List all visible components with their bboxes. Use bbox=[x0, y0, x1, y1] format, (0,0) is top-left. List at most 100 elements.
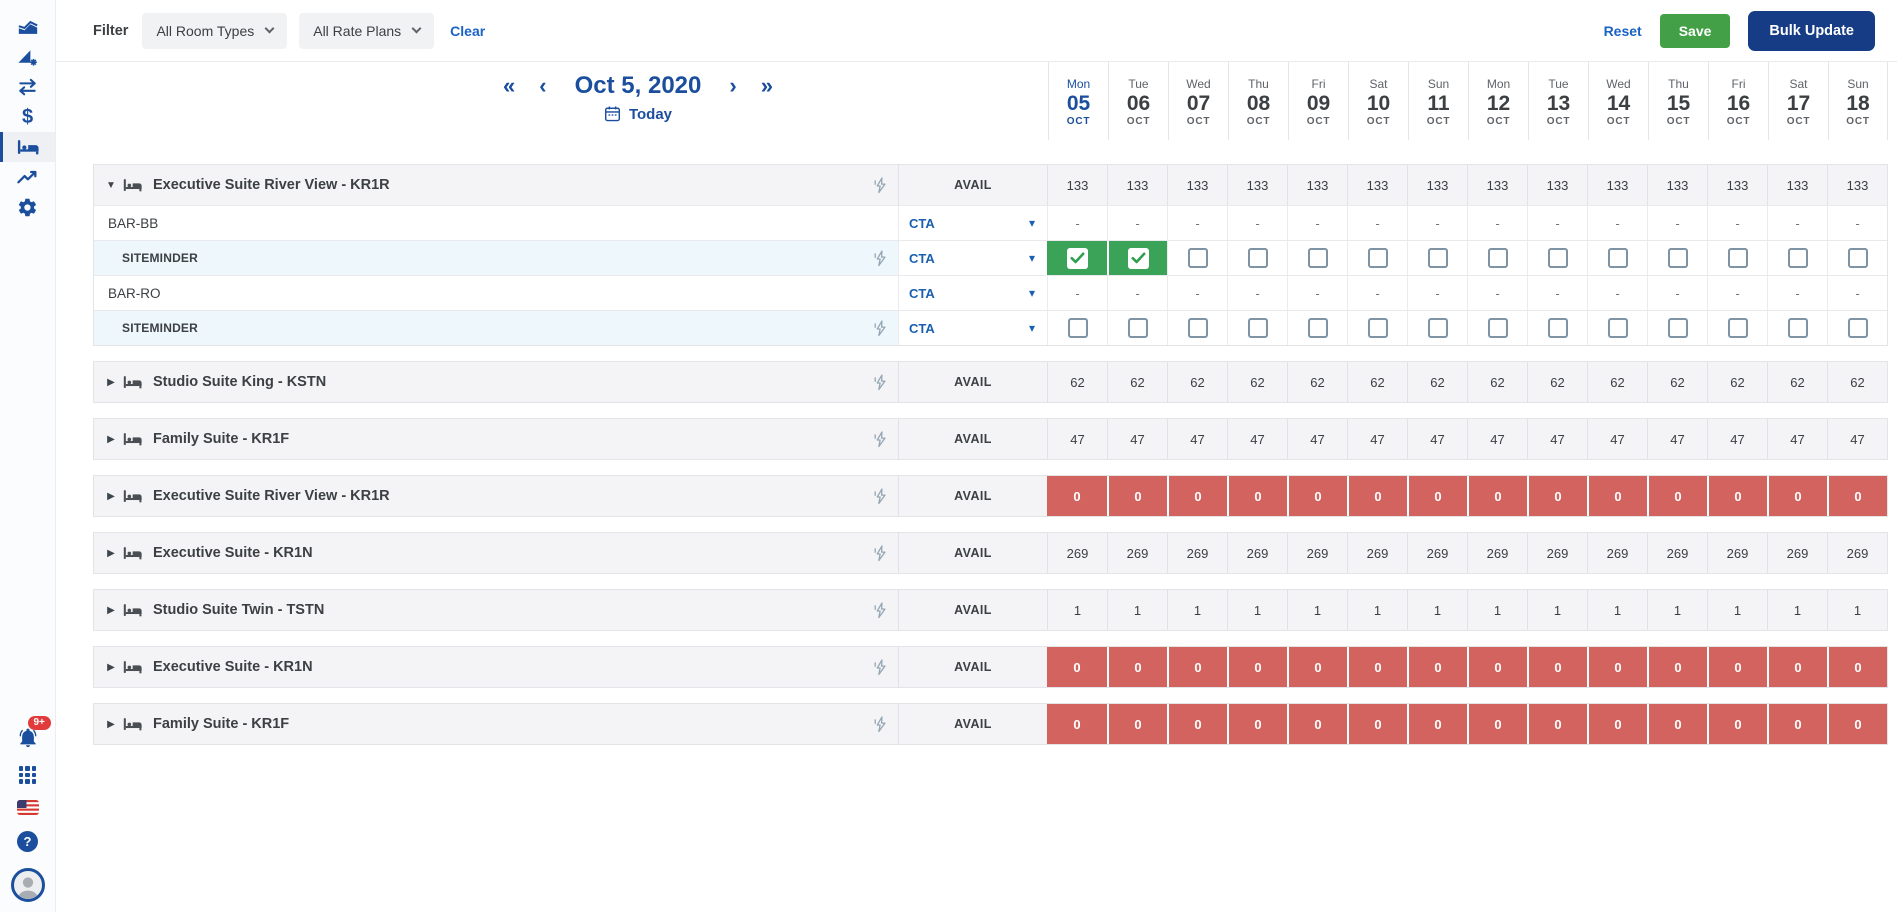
checkbox-unchecked[interactable] bbox=[1607, 318, 1628, 338]
room-type-toggle[interactable]: ▶ Executive Suite - KR1N bbox=[94, 647, 863, 687]
availability-checkbox-cell[interactable] bbox=[1467, 311, 1527, 345]
availability-checkbox-cell[interactable] bbox=[1107, 311, 1167, 345]
availability-checkbox-cell[interactable] bbox=[1287, 241, 1347, 275]
sidebar-item-rooms[interactable] bbox=[0, 132, 55, 162]
room-type-toggle[interactable]: ▼ Executive Suite River View - KR1R bbox=[94, 165, 863, 205]
availability-checkbox-cell[interactable] bbox=[1407, 311, 1467, 345]
availability-checkbox-cell[interactable] bbox=[1047, 311, 1107, 345]
save-button[interactable]: Save bbox=[1659, 13, 1731, 48]
sidebar-item-transfers[interactable] bbox=[0, 72, 55, 102]
checkbox-unchecked[interactable] bbox=[1727, 248, 1748, 268]
sidebar-item-dashboard[interactable] bbox=[0, 12, 55, 42]
checkbox-unchecked[interactable] bbox=[1607, 248, 1628, 268]
reset-link[interactable]: Reset bbox=[1603, 22, 1642, 39]
cta-dropdown[interactable]: CTA ▾ bbox=[898, 276, 1047, 310]
checkbox-unchecked[interactable] bbox=[1787, 318, 1808, 338]
availability-checkbox-cell[interactable] bbox=[1707, 241, 1767, 275]
checkbox-unchecked[interactable] bbox=[1727, 318, 1748, 338]
bulk-update-button[interactable]: Bulk Update bbox=[1748, 10, 1875, 51]
expand-icon[interactable]: ▶ bbox=[107, 376, 115, 388]
language-flag-us[interactable] bbox=[16, 800, 39, 815]
availability-checkbox-cell[interactable] bbox=[1107, 241, 1167, 275]
availability-checkbox-cell[interactable] bbox=[1587, 241, 1647, 275]
checkbox-unchecked[interactable] bbox=[1427, 318, 1448, 338]
availability-checkbox-cell[interactable] bbox=[1827, 311, 1887, 345]
room-type-toggle[interactable]: ▶ Studio Suite Twin - TSTN bbox=[94, 590, 863, 630]
sidebar-item-trends[interactable] bbox=[0, 162, 55, 192]
sidebar-item-settings[interactable] bbox=[0, 192, 55, 222]
user-avatar[interactable] bbox=[10, 868, 45, 902]
sidebar-item-analytics[interactable] bbox=[0, 42, 55, 72]
sidebar-item-pricing[interactable]: $ bbox=[0, 102, 55, 132]
room-types-dropdown[interactable]: All Room Types bbox=[142, 12, 288, 49]
checkbox-unchecked[interactable] bbox=[1067, 318, 1088, 338]
checkbox-unchecked[interactable] bbox=[1307, 318, 1328, 338]
checkbox-unchecked[interactable] bbox=[1487, 318, 1508, 338]
notifications-button[interactable]: 9+ bbox=[17, 716, 51, 750]
apps-grid-icon[interactable] bbox=[18, 766, 37, 784]
availability-checkbox-cell[interactable] bbox=[1227, 311, 1287, 345]
checkbox-unchecked[interactable] bbox=[1547, 248, 1568, 268]
checkbox-unchecked[interactable] bbox=[1427, 248, 1448, 268]
checkbox-checked[interactable] bbox=[1127, 247, 1149, 269]
availability-checkbox-cell[interactable] bbox=[1707, 311, 1767, 345]
expand-icon[interactable]: ▶ bbox=[107, 718, 115, 730]
availability-checkbox-cell[interactable] bbox=[1407, 241, 1467, 275]
availability-checkbox-cell[interactable] bbox=[1227, 241, 1287, 275]
cta-dropdown[interactable]: CTA ▾ bbox=[898, 311, 1047, 345]
availability-checkbox-cell[interactable] bbox=[1167, 311, 1227, 345]
checkbox-unchecked[interactable] bbox=[1847, 248, 1868, 268]
availability-checkbox-cell[interactable] bbox=[1587, 311, 1647, 345]
checkbox-unchecked[interactable] bbox=[1547, 318, 1568, 338]
expand-icon[interactable]: ▶ bbox=[107, 490, 115, 502]
availability-checkbox-cell[interactable] bbox=[1167, 241, 1227, 275]
room-type-toggle[interactable]: ▶ Studio Suite King - KSTN bbox=[94, 362, 863, 402]
checkbox-unchecked[interactable] bbox=[1787, 248, 1808, 268]
checkbox-checked[interactable] bbox=[1066, 247, 1088, 269]
checkbox-unchecked[interactable] bbox=[1127, 318, 1148, 338]
availability-checkbox-cell[interactable] bbox=[1347, 241, 1407, 275]
room-type-toggle[interactable]: ▶ Executive Suite - KR1N bbox=[94, 533, 863, 573]
checkbox-unchecked[interactable] bbox=[1667, 318, 1688, 338]
today-button[interactable]: Today bbox=[473, 105, 803, 123]
cta-dropdown[interactable]: CTA ▾ bbox=[898, 241, 1047, 275]
checkbox-unchecked[interactable] bbox=[1487, 248, 1508, 268]
availability-checkbox-cell[interactable] bbox=[1347, 311, 1407, 345]
checkbox-unchecked[interactable] bbox=[1367, 318, 1388, 338]
checkbox-unchecked[interactable] bbox=[1247, 248, 1268, 268]
room-type-toggle[interactable]: ▶ Family Suite - KR1F bbox=[94, 704, 863, 744]
checkbox-unchecked[interactable] bbox=[1367, 248, 1388, 268]
checkbox-unchecked[interactable] bbox=[1247, 318, 1268, 338]
availability-checkbox-cell[interactable] bbox=[1767, 241, 1827, 275]
room-type-toggle[interactable]: ▶ Executive Suite River View - KR1R bbox=[94, 476, 863, 516]
action-buttons: Reset Save Bulk Update bbox=[1603, 10, 1875, 51]
availability-checkbox-cell[interactable] bbox=[1527, 311, 1587, 345]
next-arrow[interactable]: › bbox=[729, 73, 737, 98]
availability-checkbox-cell[interactable] bbox=[1647, 311, 1707, 345]
checkbox-unchecked[interactable] bbox=[1847, 318, 1868, 338]
collapse-icon[interactable]: ▼ bbox=[106, 179, 116, 191]
expand-icon[interactable]: ▶ bbox=[107, 547, 115, 559]
rate-plans-dropdown[interactable]: All Rate Plans bbox=[299, 12, 435, 49]
clear-filters-link[interactable]: Clear bbox=[450, 22, 486, 39]
checkbox-unchecked[interactable] bbox=[1187, 318, 1208, 338]
availability-checkbox-cell[interactable] bbox=[1467, 241, 1527, 275]
room-type-toggle[interactable]: ▶ Family Suite - KR1F bbox=[94, 419, 863, 459]
expand-icon[interactable]: ▶ bbox=[107, 604, 115, 616]
availability-checkbox-cell[interactable] bbox=[1767, 311, 1827, 345]
last-page-arrow[interactable]: » bbox=[760, 73, 773, 98]
checkbox-unchecked[interactable] bbox=[1307, 248, 1328, 268]
checkbox-unchecked[interactable] bbox=[1667, 248, 1688, 268]
expand-icon[interactable]: ▶ bbox=[107, 661, 115, 673]
availability-checkbox-cell[interactable] bbox=[1047, 241, 1107, 275]
availability-checkbox-cell[interactable] bbox=[1287, 311, 1347, 345]
availability-checkbox-cell[interactable] bbox=[1647, 241, 1707, 275]
first-page-arrow[interactable]: « bbox=[503, 73, 516, 98]
availability-checkbox-cell[interactable] bbox=[1527, 241, 1587, 275]
help-button[interactable]: ? bbox=[17, 831, 38, 852]
checkbox-unchecked[interactable] bbox=[1187, 248, 1208, 268]
cta-dropdown[interactable]: CTA ▾ bbox=[898, 206, 1047, 240]
availability-checkbox-cell[interactable] bbox=[1827, 241, 1887, 275]
prev-arrow[interactable]: ‹ bbox=[539, 73, 547, 98]
expand-icon[interactable]: ▶ bbox=[107, 433, 115, 445]
